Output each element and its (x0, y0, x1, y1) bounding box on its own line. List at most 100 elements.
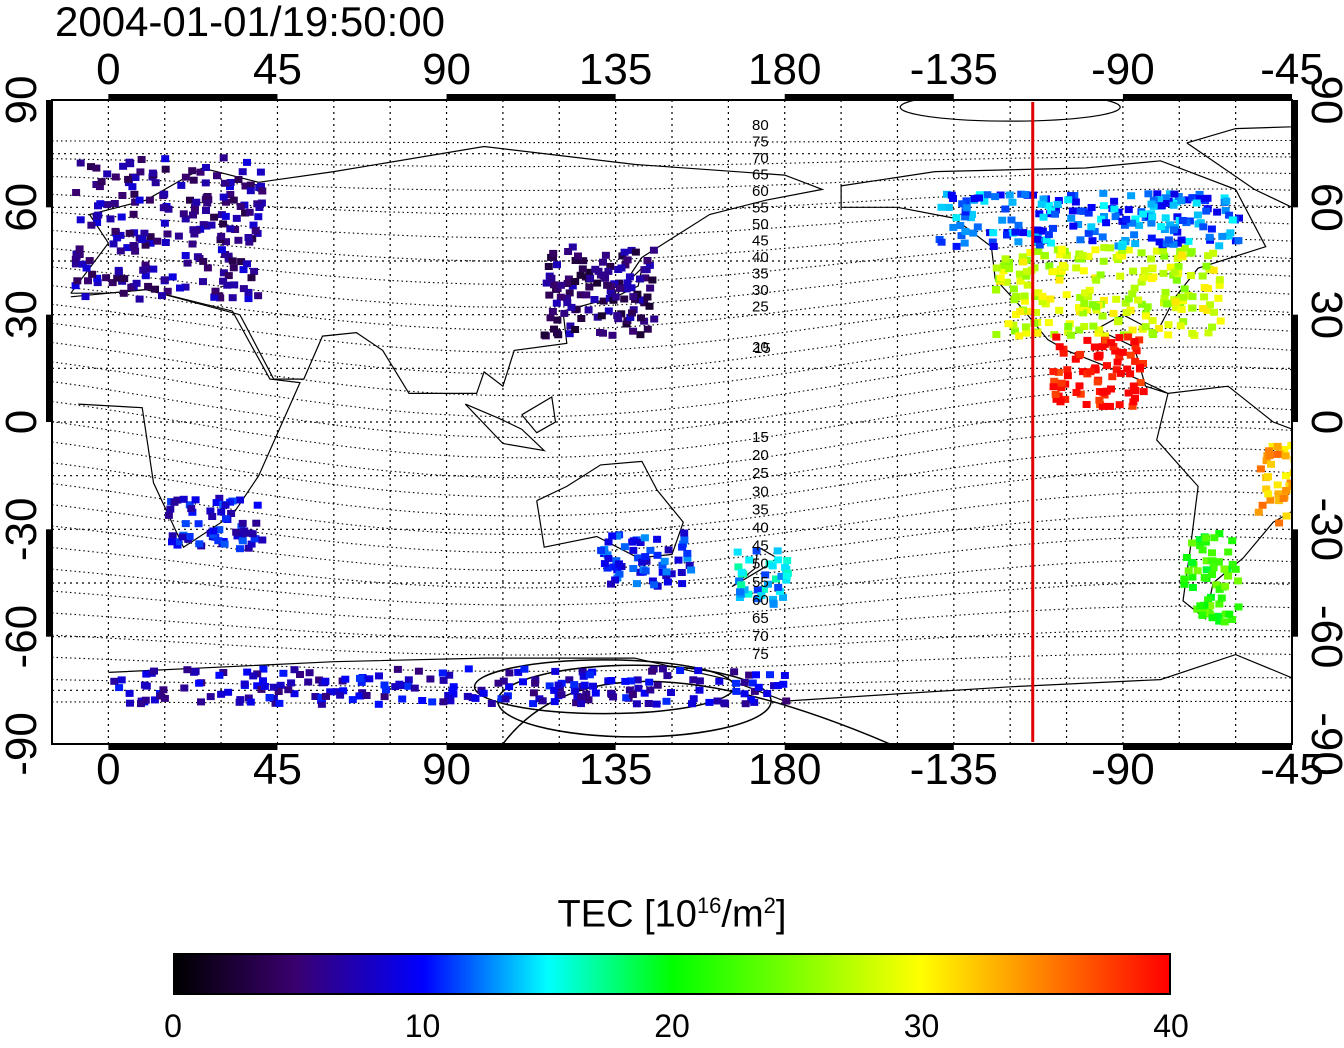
tec-cell (662, 697, 671, 705)
tec-cell (404, 676, 413, 684)
tec-cell (1129, 398, 1138, 406)
tec-cell (247, 540, 256, 548)
tec-cell (1055, 276, 1064, 284)
tec-cell (168, 273, 177, 281)
tec-cell (93, 219, 102, 226)
mlat-label-north: 55 (752, 200, 769, 217)
tec-cell (695, 686, 704, 694)
tec-cell (234, 236, 243, 244)
tec-cell (418, 697, 427, 704)
tec-cell (76, 159, 85, 167)
tec-cell (1095, 396, 1104, 404)
mlat-contour (52, 605, 1292, 640)
tec-cell (199, 221, 208, 229)
tec-cell (1046, 239, 1055, 247)
tec-cell (663, 672, 672, 680)
tec-cell (1080, 299, 1089, 307)
tec-cell (752, 547, 761, 555)
tec-cell (779, 680, 788, 688)
tec-cell (1319, 485, 1327, 492)
tec-cell (336, 691, 345, 699)
tec-cell (1049, 383, 1058, 391)
tec-cell (1135, 363, 1144, 371)
tec-cell (1076, 350, 1085, 358)
tec-cell (1165, 190, 1174, 198)
tec-cell (1088, 301, 1097, 309)
tec-cell (563, 280, 572, 287)
tec-cell (989, 229, 998, 237)
lat-tick-left: 90 (0, 76, 46, 125)
mlat-contour (52, 272, 1292, 331)
tec-cell (752, 671, 760, 679)
tec-cell (1215, 585, 1224, 593)
tec-cell (247, 274, 256, 282)
tec-cell (943, 190, 951, 198)
tec-cell (1088, 237, 1097, 245)
tec-cell (576, 291, 585, 299)
tec-cell (1199, 223, 1208, 231)
tec-cell (1208, 557, 1217, 565)
tec-cell (584, 306, 593, 314)
coastline (731, 546, 779, 588)
tec-cell (1124, 246, 1133, 254)
tec-cell (590, 296, 599, 303)
tec-cell (646, 284, 655, 292)
tec-cell (244, 288, 253, 296)
tec-cell (1184, 567, 1193, 575)
tec-cell (72, 252, 81, 260)
tec-cell (131, 198, 140, 206)
lon-tick-top: -45 (1260, 45, 1324, 94)
coastline (464, 403, 547, 452)
tec-cell (615, 279, 623, 287)
tec-cell (88, 270, 97, 278)
tec-cell (1216, 317, 1225, 325)
tec-cell (1112, 366, 1121, 374)
tec-cell (564, 248, 573, 255)
tec-cell (116, 247, 125, 255)
tec-cell (160, 219, 169, 227)
tec-cell (117, 676, 126, 684)
tec-cell (208, 513, 217, 520)
tec-cell (1051, 210, 1059, 218)
tec-cell (646, 686, 655, 694)
tec-cell (1045, 262, 1054, 270)
tec-cell (223, 281, 232, 289)
frame-bar-top (446, 94, 616, 100)
tec-cell (737, 581, 746, 589)
tec-cell (623, 256, 632, 264)
tec-cell (1282, 487, 1291, 494)
lat-tick-left: -60 (0, 605, 46, 669)
tec-cell (202, 164, 210, 171)
tec-cell (626, 313, 635, 321)
tec-cell (1100, 244, 1109, 252)
tec-cell (1021, 191, 1030, 198)
tec-cell (233, 532, 242, 540)
tec-cell (1095, 351, 1104, 359)
tec-cell (593, 313, 602, 321)
tec-cell (203, 264, 212, 272)
tec-cell (290, 666, 299, 674)
tec-data-cells (71, 154, 1327, 708)
tec-cell (140, 229, 149, 237)
tec-cell (637, 314, 645, 322)
tec-cell (149, 265, 158, 273)
tec-cell (1132, 347, 1141, 355)
tec-cell (279, 669, 288, 677)
tec-cell (1049, 368, 1058, 376)
tec-cell (747, 696, 756, 704)
tec-cell (209, 527, 218, 535)
tec-cell (185, 501, 194, 509)
tec-cell (190, 207, 199, 215)
tec-cell (1212, 581, 1221, 589)
tec-cell (71, 260, 80, 268)
tec-cell (962, 204, 971, 212)
tec-cell (944, 203, 953, 211)
tec-cell (1180, 244, 1189, 252)
tec-cell (652, 700, 661, 708)
tec-cell (244, 234, 253, 241)
tec-cell (1177, 251, 1186, 259)
tec-cell (1075, 304, 1083, 312)
tec-cell (119, 162, 128, 170)
tec-cell (194, 520, 203, 528)
tec-cell (645, 302, 654, 310)
